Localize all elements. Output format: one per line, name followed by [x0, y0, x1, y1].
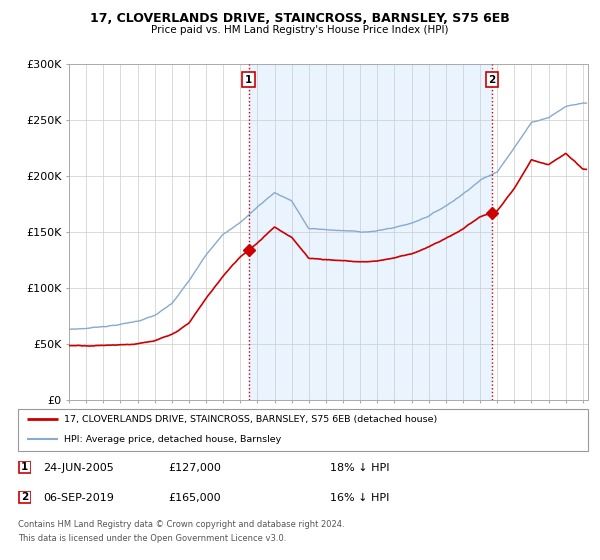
Text: 1: 1: [21, 462, 28, 472]
Text: HPI: Average price, detached house, Barnsley: HPI: Average price, detached house, Barn…: [64, 435, 281, 444]
Text: 16% ↓ HPI: 16% ↓ HPI: [330, 493, 389, 503]
Text: 2: 2: [488, 74, 496, 85]
Text: Contains HM Land Registry data © Crown copyright and database right 2024.: Contains HM Land Registry data © Crown c…: [18, 520, 344, 529]
FancyBboxPatch shape: [19, 461, 31, 473]
Text: 17, CLOVERLANDS DRIVE, STAINCROSS, BARNSLEY, S75 6EB (detached house): 17, CLOVERLANDS DRIVE, STAINCROSS, BARNS…: [64, 415, 437, 424]
Text: 1: 1: [245, 74, 252, 85]
Text: Price paid vs. HM Land Registry's House Price Index (HPI): Price paid vs. HM Land Registry's House …: [151, 25, 449, 35]
FancyBboxPatch shape: [18, 409, 588, 451]
Text: £127,000: £127,000: [168, 463, 221, 473]
Text: 18% ↓ HPI: 18% ↓ HPI: [330, 463, 389, 473]
Text: 24-JUN-2005: 24-JUN-2005: [43, 463, 114, 473]
Text: 17, CLOVERLANDS DRIVE, STAINCROSS, BARNSLEY, S75 6EB: 17, CLOVERLANDS DRIVE, STAINCROSS, BARNS…: [90, 12, 510, 25]
FancyBboxPatch shape: [19, 492, 31, 503]
Text: £165,000: £165,000: [168, 493, 221, 503]
Text: 06-SEP-2019: 06-SEP-2019: [43, 493, 114, 503]
Text: This data is licensed under the Open Government Licence v3.0.: This data is licensed under the Open Gov…: [18, 534, 286, 543]
Text: 2: 2: [21, 492, 28, 502]
